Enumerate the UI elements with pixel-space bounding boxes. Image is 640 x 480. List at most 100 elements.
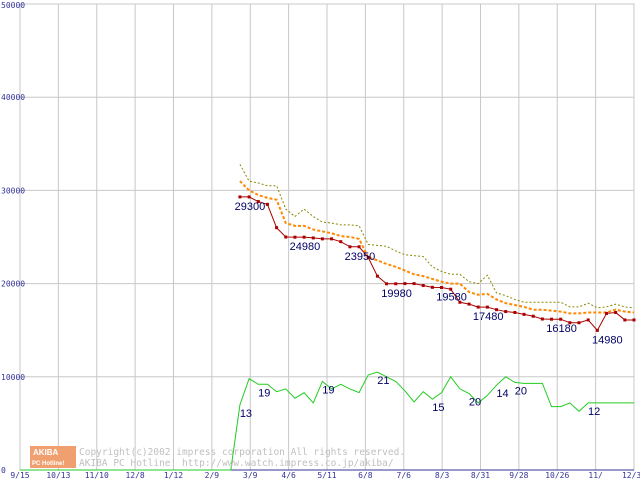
data-point [531,314,535,318]
data-point [421,283,425,287]
data-point [339,240,343,244]
data-point [247,195,251,199]
x-tick-label: 6/8 [358,471,373,480]
data-point [403,282,407,286]
x-tick-label: 9/15 [10,471,29,480]
y-tick-label: 10000 [1,373,25,382]
site-url-line: AKIBA PC Hotline! http://www.watch.impre… [79,458,394,469]
data-label: 21 [377,375,389,387]
series-min_price [238,195,636,332]
data-label: 19 [258,387,270,399]
data-label: 14 [496,388,508,400]
x-tick-label: 12/8 [125,471,144,480]
data-point [522,312,526,316]
y-tick-label: 30000 [1,186,25,195]
x-tick-label: 8/3 [435,471,450,480]
data-point [458,300,462,304]
data-point [330,237,334,241]
x-tick-label: 8/31 [471,471,490,480]
series-layer [20,164,636,471]
x-tick-label: 3/9 [243,471,258,480]
x-tick-label: 10/13 [46,471,70,480]
data-point [485,305,489,309]
data-point [394,282,398,286]
y-tick-label: 40000 [1,93,25,102]
data-point [256,200,260,204]
data-point [605,311,609,315]
data-labels: 29300 24980 23950 19980 19580 17480 16180 14980… [235,201,623,420]
x-tick-label: 10/26 [545,471,569,480]
data-label: 20 [469,397,481,409]
data-point [540,317,544,321]
data-point [623,318,627,322]
x-tick-label: 5/11 [317,471,336,480]
data-point [348,245,352,249]
data-label: 19 [322,384,334,396]
data-point [412,282,416,286]
data-point [311,236,315,240]
x-tick-label: 9/28 [509,471,528,480]
x-axis: 9/15 10/13 11/10 12/8 1/12 2/9 3/9 4/6 5/11 6/8 7/… [10,469,640,480]
data-point [495,308,499,312]
data-label: 12 [588,406,600,418]
data-point [238,195,242,199]
data-point [449,287,453,291]
y-axis: 0 10000 20000 30000 40000 50000 [1,1,25,475]
data-label: 17480 [473,311,504,323]
x-tick-label: 12/30 [622,471,640,480]
x-tick-label: 7/6 [397,471,412,480]
data-label: 13 [240,408,252,420]
x-tick-label: 11/ [588,471,603,480]
data-label: 20 [515,385,527,397]
data-label: 24980 [290,241,321,253]
series-average [239,180,635,315]
grid [19,3,635,471]
copyright-line: Copyright(c)2002 impress corporation All… [79,447,405,458]
series-shop_count [20,371,634,471]
series-line-min_price [239,196,634,332]
data-point [302,235,306,239]
data-label: 15 [432,402,444,414]
data-label: 19980 [381,288,412,300]
data-label: 14980 [592,334,623,346]
data-point [550,317,554,321]
series-line-upper [239,164,635,309]
data-point [385,282,389,286]
x-tick-label: 11/10 [85,471,109,480]
x-tick-label: 2/9 [205,471,220,480]
data-point [559,317,563,321]
x-tick-label: 1/12 [164,471,183,480]
series-line-average [239,180,635,315]
data-point [595,328,599,332]
copyright-watermark: AKIBA PC Hotline! Copyright(c)2002 impre… [30,446,405,469]
data-label: 19580 [436,292,467,304]
data-point [357,245,361,249]
akiba-logo-bottom: PC Hotline! [32,461,64,467]
data-point [577,321,581,325]
data-point [586,318,590,322]
x-tick-label: 4/6 [281,471,296,480]
data-point [366,256,370,260]
series-upper [239,164,635,309]
data-point [504,310,508,314]
data-point [476,305,480,309]
data-point [632,318,636,322]
y-tick-label: 50000 [1,1,25,10]
data-point [513,310,517,314]
data-point [293,235,297,239]
data-point [265,202,269,206]
series-line-shop_count [20,371,634,471]
data-point [320,237,324,241]
data-label: 23950 [345,251,376,263]
y-tick-label: 20000 [1,280,25,289]
data-point [440,286,444,290]
data-label: 29300 [235,201,266,213]
akiba-logo-box [30,446,76,468]
data-label: 16180 [546,323,577,335]
data-point [375,274,379,278]
data-point [430,285,434,289]
data-point [568,321,572,325]
y-tick-label: 0 [1,466,6,475]
data-point [284,235,288,239]
